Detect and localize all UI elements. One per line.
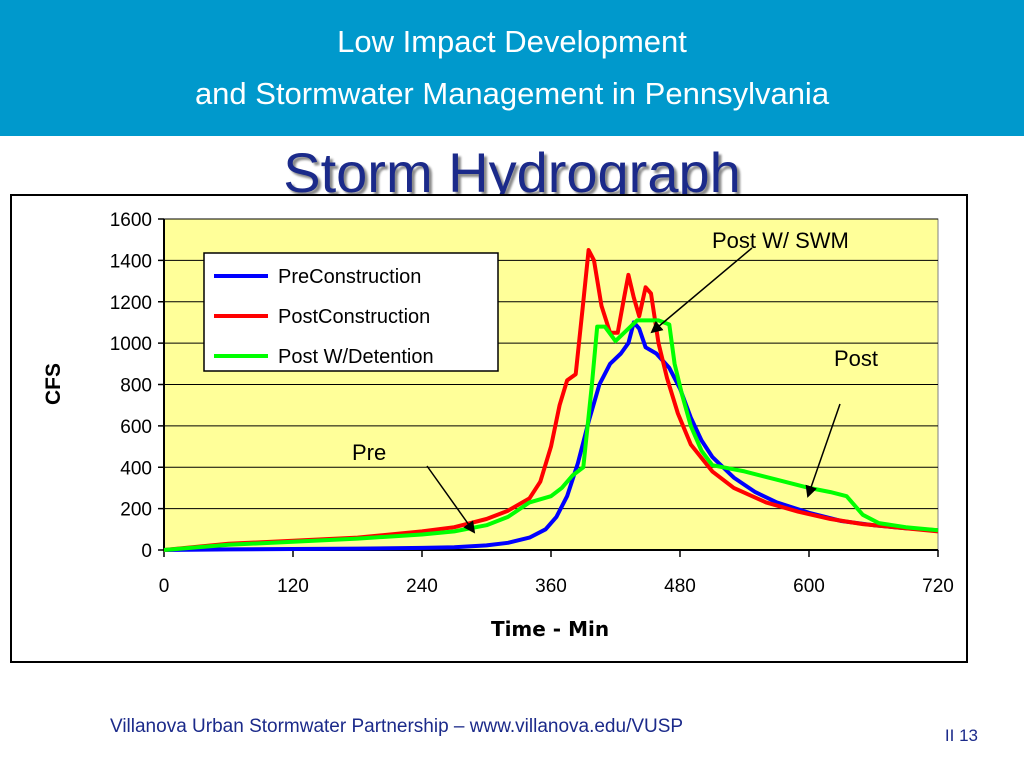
legend-box: [203, 252, 499, 372]
slide-title: Storm Hydrograph: [283, 141, 741, 204]
x-tick-label: 600: [793, 576, 825, 597]
legend: PreConstruction PostConstruction Post W/De…: [203, 252, 499, 372]
chart-frame: 0 200 400 600 800 1000 1200 1400 1600 0 120 240 360…: [10, 194, 968, 663]
series-line-preconstruction: [163, 320, 939, 552]
x-tick-label: 480: [664, 576, 696, 597]
series-line-postconstruction: [163, 248, 939, 552]
legend-label: PreConstruction: [278, 266, 421, 288]
annotation-pre: Pre: [352, 440, 386, 465]
arrow-pre: [426, 465, 476, 534]
y-tick-label: 1200: [110, 293, 152, 314]
annotation-post: Post: [834, 346, 878, 371]
y-tick-label: 1400: [110, 251, 152, 272]
x-tick-label: 120: [277, 576, 309, 597]
header-line-2: and Stormwater Management in Pennsylvani…: [194, 76, 830, 111]
y-tick-label: 1600: [110, 210, 152, 231]
y-axis-label: CFS: [42, 363, 65, 405]
arrow-post-swm: [650, 247, 753, 334]
arrow-post: [805, 403, 841, 498]
x-axis-label: Time - Min: [491, 617, 609, 641]
x-tick-label: 360: [535, 576, 567, 597]
hydrograph-chart: 0 200 400 600 800 1000 1200 1400 1600 0 120 240 360…: [42, 210, 954, 641]
y-tick-label: 600: [120, 417, 152, 438]
y-tick-label: 400: [120, 458, 152, 479]
footer-credit: Villanova Urban Stormwater Partnership –…: [110, 716, 684, 737]
x-tick-label: 720: [922, 576, 954, 597]
header-banner: Low Impact Development and Stormwater Ma…: [0, 0, 1024, 136]
y-tick-label: 800: [120, 376, 152, 397]
y-tick-label: 1000: [110, 334, 152, 355]
annotation-post-swm: Post W/ SWM: [712, 228, 849, 253]
legend-label: Post W/Detention: [278, 346, 434, 368]
page-number: II 13: [944, 726, 978, 745]
x-tick-label: 0: [159, 576, 170, 597]
header-line-1: Low Impact Development: [337, 24, 687, 59]
legend-label: PostConstruction: [278, 306, 430, 328]
y-tick-label: 0: [141, 541, 152, 562]
x-tick-label: 240: [406, 576, 438, 597]
y-tick-label: 200: [120, 500, 152, 521]
